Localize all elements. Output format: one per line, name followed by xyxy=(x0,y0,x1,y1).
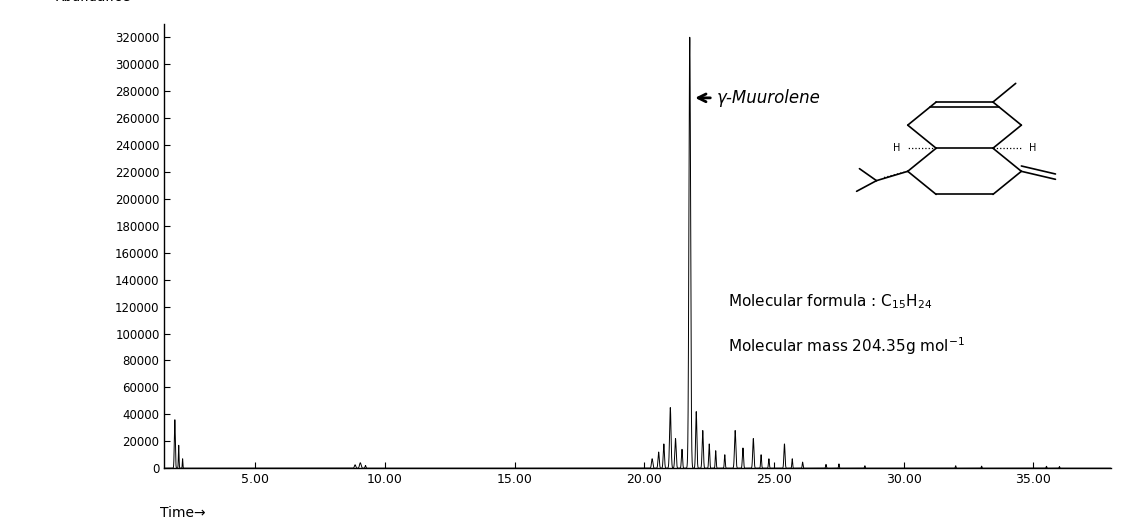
Text: H: H xyxy=(1029,143,1036,153)
Text: Molecular mass 204.35g mol$\mathregular{^{-1}}$: Molecular mass 204.35g mol$\mathregular{… xyxy=(728,335,965,357)
Text: γ-Muurolene: γ-Muurolene xyxy=(717,89,820,107)
Text: Molecular formula : $\mathregular{C_{15}H_{24}}$: Molecular formula : $\mathregular{C_{15}… xyxy=(728,293,932,312)
Text: H: H xyxy=(892,143,900,153)
Text: Time→: Time→ xyxy=(160,506,205,520)
Text: Abundance: Abundance xyxy=(56,0,130,4)
